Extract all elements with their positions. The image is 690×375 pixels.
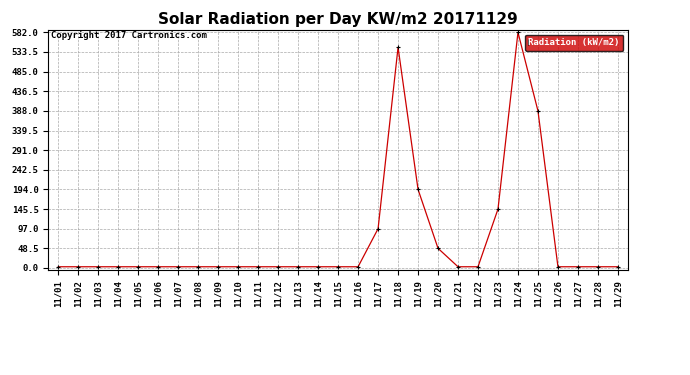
Legend: Radiation (kW/m2): Radiation (kW/m2) — [525, 34, 623, 51]
Title: Solar Radiation per Day KW/m2 20171129: Solar Radiation per Day KW/m2 20171129 — [158, 12, 518, 27]
Text: Copyright 2017 Cartronics.com: Copyright 2017 Cartronics.com — [51, 31, 207, 40]
